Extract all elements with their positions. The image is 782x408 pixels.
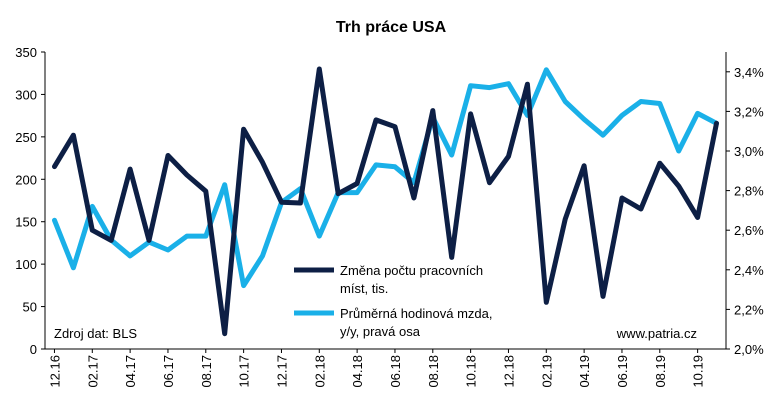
legend-label-wage-line1: Průměrná hodinová mzda, bbox=[340, 306, 492, 321]
y-left-ticks: 0 50 100 150 200 250 300 350 bbox=[15, 45, 45, 357]
legend-label-wage-line2: y/y, pravá osa bbox=[340, 324, 421, 339]
x-tick-label: 08.17 bbox=[199, 355, 214, 388]
legend-label-jobs-line2: míst, tis. bbox=[340, 281, 388, 296]
y-left-tick-label: 350 bbox=[15, 45, 37, 60]
y-left-tick-label: 100 bbox=[15, 257, 37, 272]
y-left-tick-label: 250 bbox=[15, 130, 37, 145]
x-tick-label: 04.19 bbox=[577, 355, 592, 388]
y-left-tick-label: 200 bbox=[15, 172, 37, 187]
source-note: Zdroj dat: BLS bbox=[54, 326, 137, 341]
y-right-tick-label: 2,2% bbox=[734, 302, 764, 317]
y-right-tick-label: 3,2% bbox=[734, 104, 764, 119]
axes bbox=[44, 52, 727, 350]
series-line-wage bbox=[52, 67, 719, 289]
x-tick-label: 02.18 bbox=[312, 355, 327, 388]
website-note: www.patria.cz bbox=[616, 326, 697, 341]
legend-label-jobs-line1: Změna počtu pracovních bbox=[340, 263, 483, 278]
chart-title: Trh práce USA bbox=[336, 19, 447, 36]
y-right-ticks: 2,0% 2,2% 2,4% 2,6% 2,8% 3,0% 3,2% 3,4% bbox=[726, 65, 764, 357]
x-tick-label: 12.16 bbox=[47, 355, 62, 388]
series-layer bbox=[52, 66, 719, 337]
y-left-tick-label: 150 bbox=[15, 215, 37, 230]
x-tick-label: 10.19 bbox=[691, 355, 706, 388]
legend: Změna počtu pracovních míst, tis. Průměr… bbox=[294, 263, 492, 339]
x-tick-label: 04.18 bbox=[350, 355, 365, 388]
x-tick-label: 10.17 bbox=[237, 355, 252, 388]
x-tick-label: 10.18 bbox=[464, 355, 479, 388]
x-tick-label: 02.17 bbox=[85, 355, 100, 388]
x-tick-label: 12.18 bbox=[501, 355, 516, 388]
y-left-tick-label: 300 bbox=[15, 87, 37, 102]
x-tick-label: 06.18 bbox=[388, 355, 403, 388]
y-right-tick-label: 2,8% bbox=[734, 184, 764, 199]
y-right-tick-label: 2,4% bbox=[734, 263, 764, 278]
y-right-tick-label: 3,0% bbox=[734, 144, 764, 159]
x-tick-label: 08.18 bbox=[426, 355, 441, 388]
y-left-tick-label: 50 bbox=[23, 300, 37, 315]
x-tick-label: 02.19 bbox=[539, 355, 554, 388]
y-right-tick-label: 2,0% bbox=[734, 342, 764, 357]
y-right-tick-label: 3,4% bbox=[734, 65, 764, 80]
x-ticks: 12.16 02.17 04.17 06.17 08.17 10.17 12.17 02.18… bbox=[47, 349, 706, 388]
x-tick-label: 04.17 bbox=[123, 355, 138, 388]
x-tick-label: 12.17 bbox=[274, 355, 289, 388]
y-right-tick-label: 2,6% bbox=[734, 223, 764, 238]
x-tick-label: 06.17 bbox=[161, 355, 176, 388]
y-left-tick-label: 0 bbox=[30, 342, 37, 357]
x-tick-label: 08.19 bbox=[653, 355, 668, 388]
x-tick-label: 06.19 bbox=[615, 355, 630, 388]
series-line-jobs bbox=[52, 66, 719, 337]
